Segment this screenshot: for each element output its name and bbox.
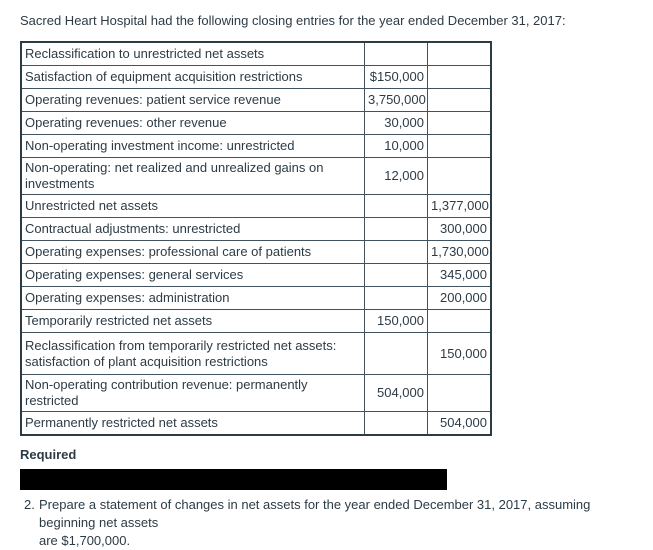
table-row: Operating revenues: other revenue 30,000 xyxy=(20,111,492,135)
entry-description: Operating revenues: other revenue xyxy=(20,111,365,135)
credit-amount: 345,000 xyxy=(427,263,492,287)
entry-description: Non-operating: net realized and unrealiz… xyxy=(20,157,365,195)
debit-amount xyxy=(364,240,428,264)
debit-amount: $150,000 xyxy=(364,65,428,89)
entry-description: Operating revenues: patient service reve… xyxy=(20,88,365,112)
entry-description: Reclassification from temporarily restri… xyxy=(20,332,365,375)
entry-description: Contractual adjustments: unrestricted xyxy=(20,217,365,241)
table-row: Satisfaction of equipment acquisition re… xyxy=(20,65,492,89)
requirement-item-2-number: 2. xyxy=(24,497,35,512)
table-row: Temporarily restricted net assets 150,000 xyxy=(20,309,492,333)
table-row: Permanently restricted net assets 504,000 xyxy=(20,411,492,436)
entry-description: Temporarily restricted net assets xyxy=(20,309,365,333)
table-row: Reclassification to unrestricted net ass… xyxy=(20,41,492,66)
entry-description: Operating expenses: professional care of… xyxy=(20,240,365,264)
debit-amount xyxy=(364,41,428,66)
table-row: Operating expenses: administration 200,00… xyxy=(20,286,492,310)
requirement-item-2-text: Prepare a statement of changes in net as… xyxy=(39,497,591,548)
debit-amount xyxy=(364,194,428,218)
debit-amount: 30,000 xyxy=(364,111,428,135)
table-row: Operating expenses: professional care of… xyxy=(20,240,492,264)
credit-amount: 200,000 xyxy=(427,286,492,310)
credit-amount: 1,377,000 xyxy=(427,194,492,218)
credit-amount xyxy=(427,134,492,158)
credit-amount xyxy=(427,111,492,135)
credit-amount xyxy=(427,374,492,412)
debit-amount: 10,000 xyxy=(364,134,428,158)
credit-amount: 150,000 xyxy=(427,332,492,375)
credit-amount xyxy=(427,88,492,112)
entry-description: Operating expenses: administration xyxy=(20,286,365,310)
entry-description: Unrestricted net assets xyxy=(20,194,365,218)
entry-description: Satisfaction of equipment acquisition re… xyxy=(20,65,365,89)
table-row: Reclassification from temporarily restri… xyxy=(20,332,492,375)
debit-amount: 150,000 xyxy=(364,309,428,333)
entry-description: Operating expenses: general services xyxy=(20,263,365,287)
intro-text: Sacred Heart Hospital had the following … xyxy=(20,13,566,28)
closing-entries-table-body: Reclassification to unrestricted net ass… xyxy=(20,41,492,436)
credit-amount xyxy=(427,41,492,66)
entry-description: Permanently restricted net assets xyxy=(20,411,365,436)
debit-amount xyxy=(364,263,428,287)
credit-amount: 1,730,000 xyxy=(427,240,492,264)
redacted-block xyxy=(20,469,447,490)
required-heading: Required xyxy=(20,447,77,462)
debit-amount xyxy=(364,332,428,375)
table-row: Non-operating investment income: unrestr… xyxy=(20,134,492,158)
table-row: Contractual adjustments: unrestricted 300… xyxy=(20,217,492,241)
table-row: Unrestricted net assets 1,377,000 xyxy=(20,194,492,218)
debit-amount: 3,750,000 xyxy=(364,88,428,112)
credit-amount xyxy=(427,157,492,195)
table-row: Non-operating contribution revenue: perm… xyxy=(20,374,492,412)
debit-amount: 12,000 xyxy=(364,157,428,195)
debit-amount xyxy=(364,217,428,241)
credit-amount: 504,000 xyxy=(427,411,492,436)
table-row: Operating expenses: general services 345,… xyxy=(20,263,492,287)
worksheet-page: Sacred Heart Hospital had the following … xyxy=(0,13,653,548)
entry-description: Reclassification to unrestricted net ass… xyxy=(20,41,365,66)
requirement-item-2: 2. Prepare a statement of changes in net… xyxy=(24,496,649,550)
debit-amount: 504,000 xyxy=(364,374,428,412)
credit-amount xyxy=(427,309,492,333)
debit-amount xyxy=(364,411,428,436)
entry-description: Non-operating contribution revenue: perm… xyxy=(20,374,365,412)
credit-amount xyxy=(427,65,492,89)
debit-amount xyxy=(364,286,428,310)
closing-entries-table: Reclassification to unrestricted net ass… xyxy=(20,41,492,436)
entry-description: Non-operating investment income: unrestr… xyxy=(20,134,365,158)
table-row: Operating revenues: patient service reve… xyxy=(20,88,492,112)
credit-amount: 300,000 xyxy=(427,217,492,241)
table-row: Non-operating: net realized and unrealiz… xyxy=(20,157,492,195)
